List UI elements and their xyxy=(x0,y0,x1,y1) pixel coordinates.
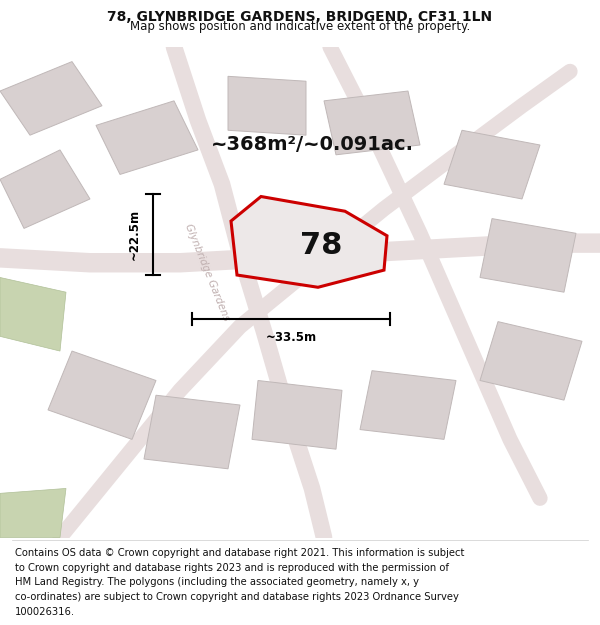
Polygon shape xyxy=(444,130,540,199)
Polygon shape xyxy=(360,371,456,439)
Text: Contains OS data © Crown copyright and database right 2021. This information is : Contains OS data © Crown copyright and d… xyxy=(15,548,464,558)
Text: 78, GLYNBRIDGE GARDENS, BRIDGEND, CF31 1LN: 78, GLYNBRIDGE GARDENS, BRIDGEND, CF31 1… xyxy=(107,10,493,24)
Text: ~22.5m: ~22.5m xyxy=(127,209,140,260)
Polygon shape xyxy=(252,381,342,449)
Text: co-ordinates) are subject to Crown copyright and database rights 2023 Ordnance S: co-ordinates) are subject to Crown copyr… xyxy=(15,592,459,602)
Text: to Crown copyright and database rights 2023 and is reproduced with the permissio: to Crown copyright and database rights 2… xyxy=(15,562,449,572)
Polygon shape xyxy=(0,489,66,538)
Text: ~33.5m: ~33.5m xyxy=(265,331,317,344)
Polygon shape xyxy=(96,101,198,174)
Text: Glynbridge Gardens: Glynbridge Gardens xyxy=(183,222,231,322)
Polygon shape xyxy=(0,150,90,228)
Polygon shape xyxy=(0,62,102,135)
Polygon shape xyxy=(480,219,576,292)
Polygon shape xyxy=(144,395,240,469)
Text: 100026316.: 100026316. xyxy=(15,607,75,617)
Text: Map shows position and indicative extent of the property.: Map shows position and indicative extent… xyxy=(130,20,470,32)
Polygon shape xyxy=(324,91,420,155)
Polygon shape xyxy=(231,196,387,288)
Polygon shape xyxy=(228,76,306,135)
Polygon shape xyxy=(480,322,582,400)
Text: 78: 78 xyxy=(300,231,342,260)
Text: ~368m²/~0.091ac.: ~368m²/~0.091ac. xyxy=(211,136,413,154)
Text: HM Land Registry. The polygons (including the associated geometry, namely x, y: HM Land Registry. The polygons (includin… xyxy=(15,578,419,587)
Polygon shape xyxy=(0,278,66,351)
Polygon shape xyxy=(48,351,156,439)
